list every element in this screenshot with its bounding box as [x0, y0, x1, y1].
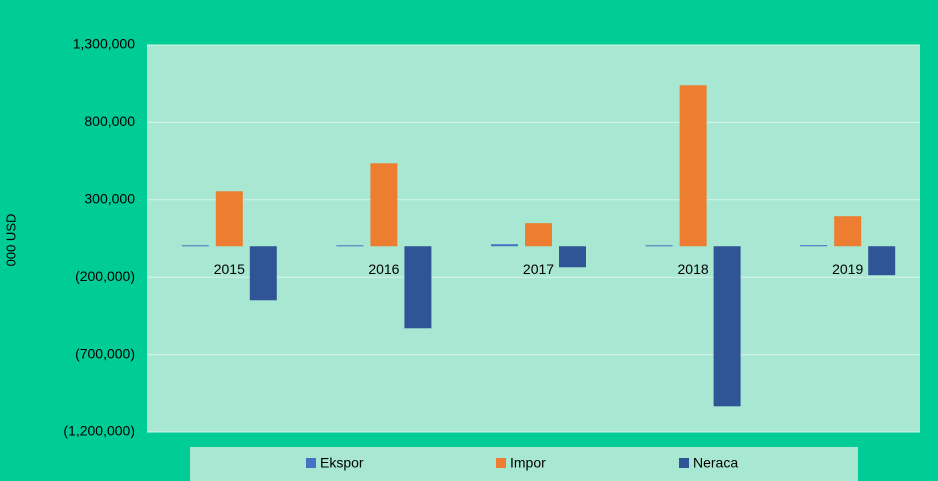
y-tick-label: 1,300,000 — [73, 36, 135, 52]
legend-marker — [496, 458, 506, 468]
y-tick-label: (200,000) — [75, 268, 135, 284]
bar — [868, 246, 896, 276]
legend-box — [190, 447, 858, 481]
x-tick-label: 2019 — [832, 261, 863, 277]
legend-marker — [306, 458, 316, 468]
y-tick-label: 800,000 — [84, 113, 135, 129]
bar — [336, 245, 364, 247]
bar — [249, 246, 277, 301]
legend-label: Impor — [510, 455, 546, 471]
legend-marker — [679, 458, 689, 468]
bar — [800, 245, 828, 247]
x-tick-label: 2018 — [678, 261, 709, 277]
bar — [713, 246, 741, 407]
y-tick-label: (700,000) — [75, 345, 135, 361]
bar — [679, 85, 707, 247]
y-axis-label: 000 USD — [3, 214, 18, 267]
bar — [645, 245, 673, 247]
x-tick-label: 2015 — [214, 261, 245, 277]
bar — [181, 245, 209, 247]
legend-label: Ekspor — [320, 455, 364, 471]
bar — [491, 244, 518, 247]
x-tick-label: 2017 — [523, 261, 554, 277]
x-tick-label: 2016 — [368, 261, 399, 277]
y-tick-label: 300,000 — [84, 191, 135, 207]
bar — [404, 246, 432, 329]
bar — [559, 246, 586, 268]
bar — [215, 191, 243, 247]
legend-label: Neraca — [693, 455, 738, 471]
bar — [370, 163, 398, 247]
bar — [525, 223, 552, 247]
y-tick-label: (1,200,000) — [63, 423, 135, 439]
bar — [834, 216, 862, 247]
